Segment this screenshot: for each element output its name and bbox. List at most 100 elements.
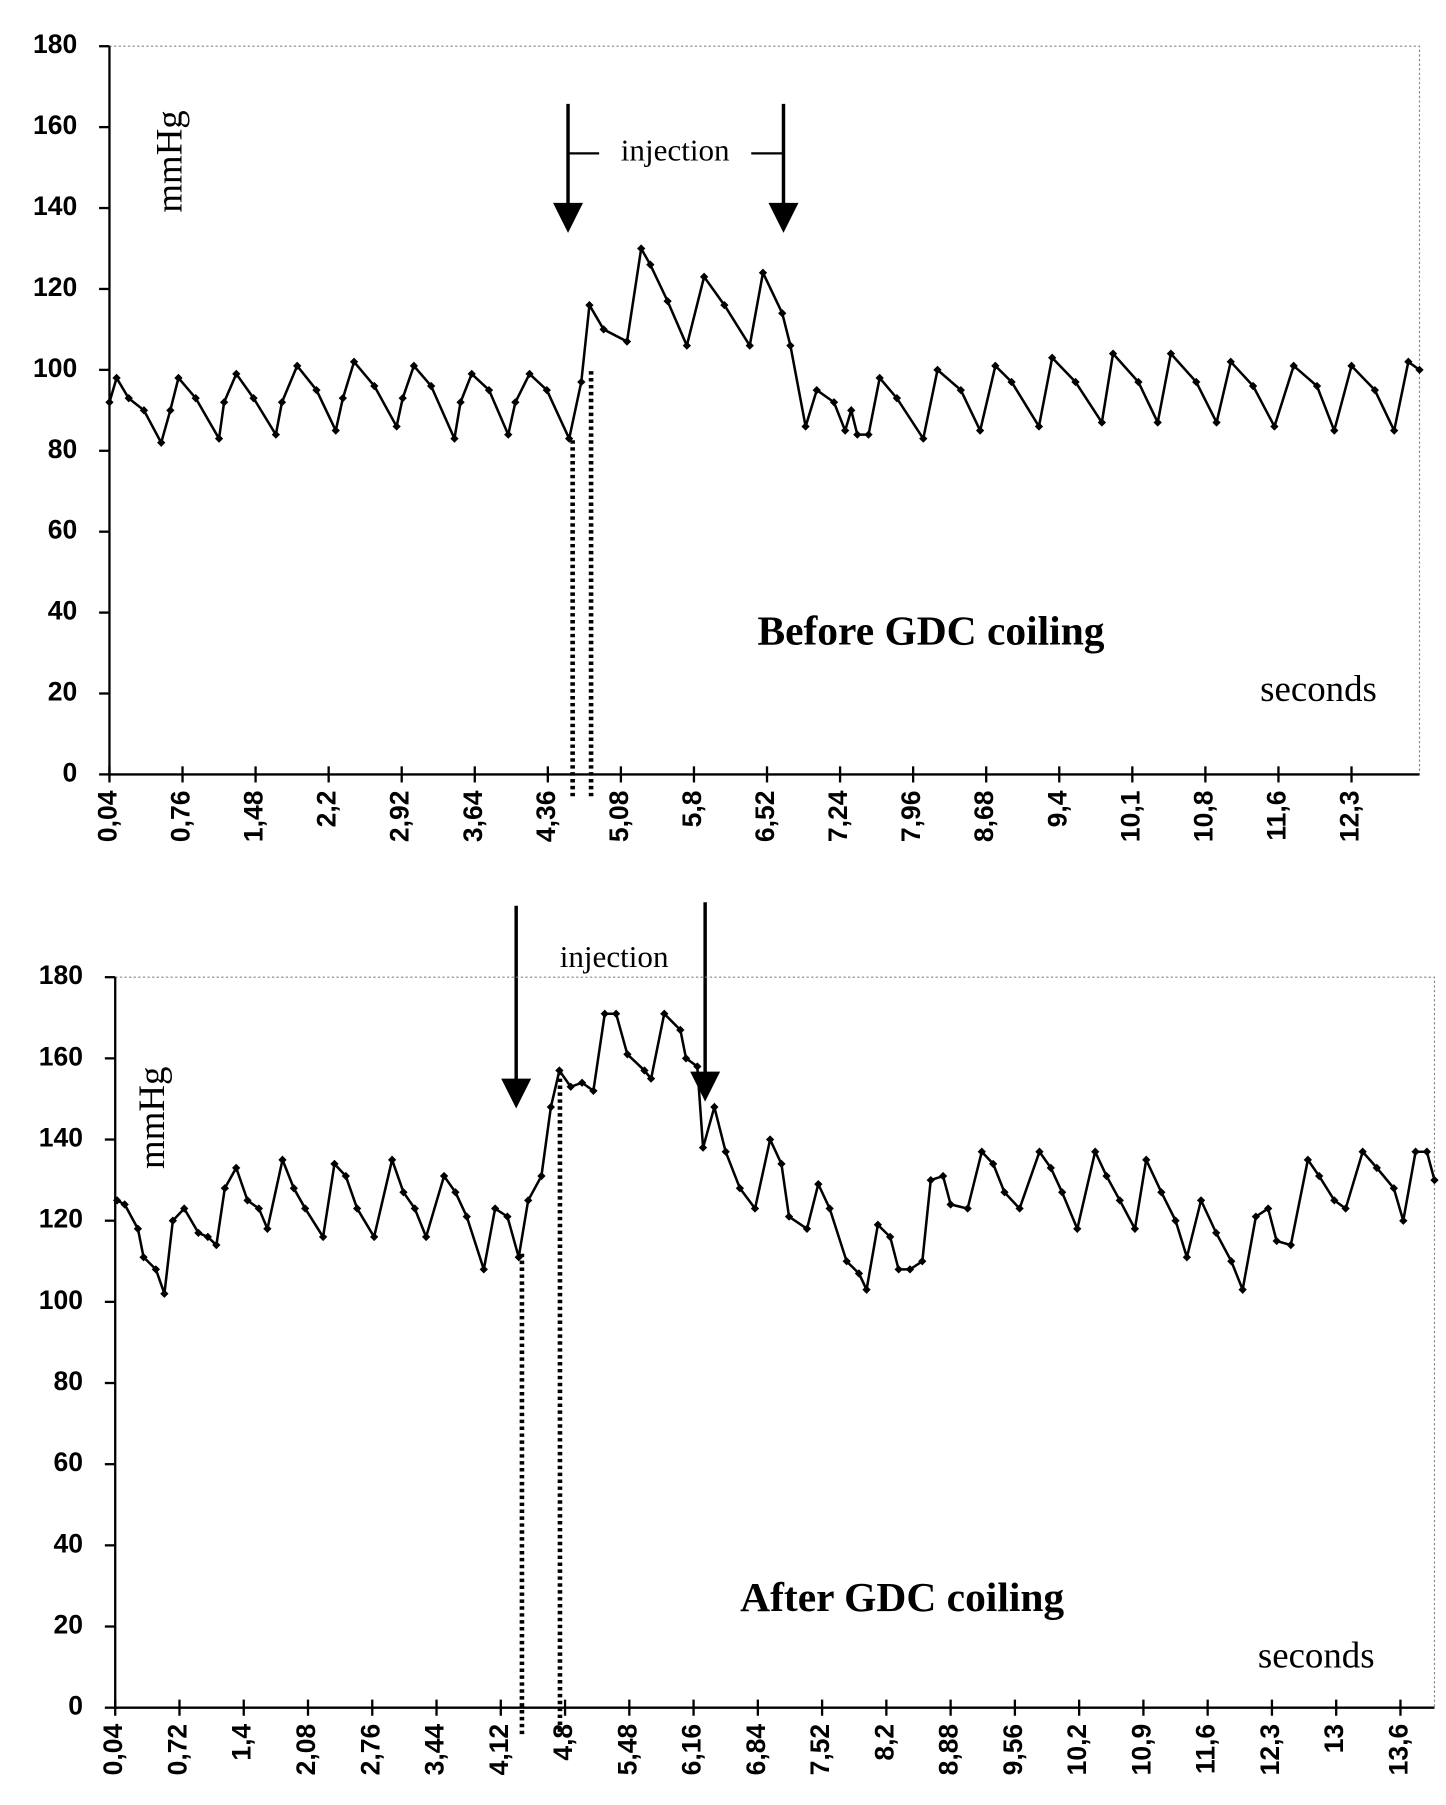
x-tick-label: 2,76	[355, 1724, 385, 1776]
point	[1370, 385, 1379, 395]
point	[1251, 1212, 1261, 1221]
point	[338, 394, 347, 403]
point	[660, 1009, 669, 1018]
x-tick-label: 3,44	[420, 1724, 450, 1776]
point	[1034, 422, 1044, 431]
x-axis-label: seconds	[1260, 668, 1377, 709]
point	[1097, 418, 1107, 427]
x-tick-label: 12,3	[1255, 1724, 1285, 1776]
point	[514, 1253, 523, 1262]
point	[219, 398, 229, 407]
point	[938, 1171, 948, 1181]
annotation: injection	[560, 939, 669, 974]
point	[873, 1220, 883, 1229]
y-tick-label: 20	[53, 1610, 82, 1640]
point	[646, 260, 655, 269]
point	[456, 398, 465, 407]
point	[1035, 1147, 1044, 1156]
point	[1415, 365, 1424, 375]
point	[1057, 1188, 1067, 1197]
x-tick-label: 10,2	[1062, 1724, 1092, 1776]
y-tick-label: 120	[33, 272, 77, 302]
plot-frame	[109, 45, 1421, 775]
y-tick-label: 140	[33, 191, 77, 221]
point	[599, 325, 608, 334]
point	[637, 244, 646, 253]
x-tick-label: 13	[1319, 1724, 1349, 1753]
point	[504, 430, 513, 439]
point	[1000, 1188, 1009, 1197]
point	[399, 1188, 408, 1197]
point	[462, 1212, 471, 1221]
point	[232, 1163, 241, 1173]
point	[1115, 1196, 1124, 1205]
point	[765, 1135, 775, 1144]
point	[1157, 1188, 1166, 1197]
point	[1272, 1236, 1281, 1246]
point	[168, 1216, 178, 1225]
point	[862, 1285, 871, 1294]
point	[511, 398, 520, 407]
y-tick-label: 100	[33, 353, 77, 383]
line	[116, 1011, 1436, 1295]
point	[203, 1232, 212, 1242]
point	[829, 398, 839, 407]
point	[663, 296, 672, 306]
y-tick-label: 0	[62, 757, 77, 787]
point	[825, 1204, 834, 1213]
point	[277, 398, 287, 407]
point	[841, 426, 850, 435]
point	[546, 1102, 556, 1112]
y-tick-label: 60	[48, 515, 77, 545]
point	[1182, 1253, 1192, 1262]
point	[611, 1009, 621, 1018]
point	[585, 300, 594, 310]
y-tick-label: 40	[53, 1528, 82, 1558]
point	[1312, 381, 1322, 391]
y-tick-label: 40	[48, 596, 77, 626]
point	[991, 361, 1000, 370]
point	[157, 438, 166, 447]
point	[750, 1204, 760, 1213]
point	[1091, 1147, 1100, 1156]
point	[160, 1289, 169, 1298]
point	[410, 1204, 419, 1213]
point	[174, 373, 183, 383]
injection-markers	[501, 103, 799, 1735]
point	[926, 1175, 935, 1185]
point	[1073, 1224, 1082, 1233]
x-tick-label: 6,16	[677, 1724, 707, 1776]
point	[151, 1265, 161, 1274]
point	[566, 1082, 575, 1091]
y-tick-label: 160	[33, 110, 77, 140]
point	[392, 422, 401, 431]
point	[758, 268, 768, 277]
point	[847, 406, 856, 415]
point	[1226, 357, 1235, 366]
point	[352, 1204, 362, 1213]
y-tick-label: 160	[39, 1041, 83, 1071]
point	[105, 398, 114, 407]
point	[777, 1159, 786, 1169]
x-tick-label: 10,8	[1188, 791, 1218, 843]
point	[801, 422, 810, 431]
point	[1303, 1155, 1312, 1164]
point	[1330, 426, 1339, 435]
point	[1102, 1171, 1111, 1181]
point	[450, 434, 459, 443]
chart-label: After GDC coiling	[740, 1574, 1064, 1620]
point	[1142, 1155, 1151, 1164]
point	[1330, 1196, 1339, 1205]
point	[421, 1232, 431, 1242]
x-tick-label: 8,88	[934, 1724, 964, 1776]
y-axis-label: mmHg	[148, 110, 189, 212]
x-tick-label: 3,64	[458, 790, 488, 842]
point	[1153, 418, 1162, 427]
point	[1134, 377, 1143, 387]
point	[1171, 1216, 1180, 1225]
x-tick-label: 1,48	[239, 791, 269, 843]
point	[349, 357, 359, 366]
point	[1048, 353, 1057, 362]
x-tick-label: 2,2	[312, 791, 342, 828]
x-tick-label: 5,8	[677, 791, 707, 828]
